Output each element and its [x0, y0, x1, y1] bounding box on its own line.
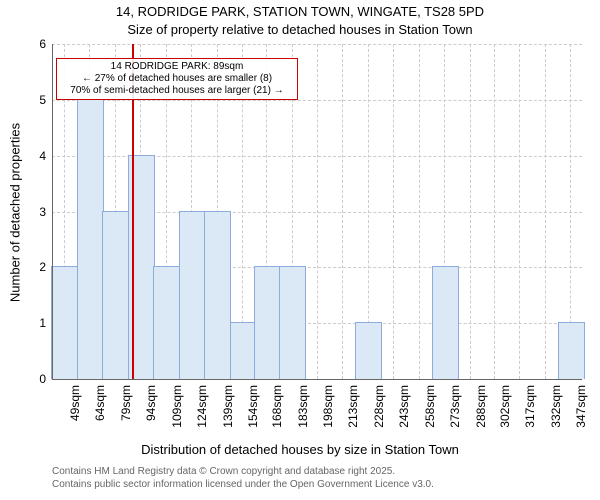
x-tick-label: 332sqm: [549, 385, 563, 428]
x-tick-label: 243sqm: [397, 385, 411, 428]
bar: [254, 266, 281, 379]
x-tick-label: 347sqm: [574, 385, 588, 428]
x-tick-label: 302sqm: [498, 385, 512, 428]
x-tick-label: 64sqm: [93, 385, 107, 421]
y-tick-label: 3: [39, 205, 46, 219]
gridline-vertical: [545, 44, 546, 379]
gridline-vertical: [494, 44, 495, 379]
x-tick-label: 49sqm: [68, 385, 82, 421]
x-axis-line: [52, 379, 582, 380]
bar: [432, 266, 459, 379]
x-tick-label: 213sqm: [346, 385, 360, 428]
x-tick-label: 124sqm: [195, 385, 209, 428]
gridline-vertical: [342, 44, 343, 379]
y-tick-label: 2: [39, 260, 46, 274]
annotation-line2: ← 27% of detached houses are smaller (8): [61, 73, 293, 85]
y-tick-label: 6: [39, 37, 46, 51]
x-tick-label: 228sqm: [372, 385, 386, 428]
x-tick-label: 79sqm: [119, 385, 133, 421]
x-tick-label: 154sqm: [246, 385, 260, 428]
bar: [77, 99, 104, 379]
gridline-vertical: [393, 44, 394, 379]
x-tick-label: 94sqm: [144, 385, 158, 421]
bar: [204, 211, 231, 380]
chart-container: 14, RODRIDGE PARK, STATION TOWN, WINGATE…: [0, 0, 600, 500]
x-tick-label: 183sqm: [296, 385, 310, 428]
y-axis-line: [52, 44, 53, 379]
y-tick-label: 1: [39, 316, 46, 330]
x-axis-label: Distribution of detached houses by size …: [0, 442, 600, 457]
y-axis-label: Number of detached properties: [8, 113, 23, 313]
footer-line2: Contains public sector information licen…: [52, 479, 434, 490]
bar: [355, 322, 382, 379]
annotation-line3: 70% of semi-detached houses are larger (…: [61, 85, 293, 97]
chart-title-line1: 14, RODRIDGE PARK, STATION TOWN, WINGATE…: [0, 4, 600, 19]
chart-title-line2: Size of property relative to detached ho…: [0, 22, 600, 37]
gridline-vertical: [419, 44, 420, 379]
y-tick-label: 4: [39, 149, 46, 163]
annotation-line1: 14 RODRIDGE PARK: 89sqm: [61, 61, 293, 73]
gridline-vertical: [317, 44, 318, 379]
x-tick-label: 198sqm: [321, 385, 335, 428]
bar: [153, 266, 180, 379]
plot-area: 012345649sqm64sqm79sqm94sqm109sqm124sqm1…: [52, 44, 582, 379]
x-tick-label: 273sqm: [448, 385, 462, 428]
x-tick-label: 109sqm: [170, 385, 184, 428]
bar: [102, 211, 129, 380]
x-tick-label: 317sqm: [523, 385, 537, 428]
x-tick-label: 168sqm: [270, 385, 284, 428]
bar: [558, 322, 585, 379]
bar: [51, 266, 78, 379]
y-tick-label: 0: [39, 372, 46, 386]
bar: [279, 266, 306, 379]
bar: [179, 211, 206, 380]
gridline-vertical: [470, 44, 471, 379]
y-tick-label: 5: [39, 93, 46, 107]
footer-line1: Contains HM Land Registry data © Crown c…: [52, 466, 395, 477]
x-tick-label: 288sqm: [474, 385, 488, 428]
gridline-vertical: [519, 44, 520, 379]
x-tick-label: 139sqm: [221, 385, 235, 428]
x-tick-label: 258sqm: [423, 385, 437, 428]
annotation-box: 14 RODRIDGE PARK: 89sqm← 27% of detached…: [56, 58, 298, 100]
